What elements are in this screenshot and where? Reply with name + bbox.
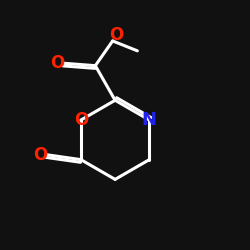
- Text: N: N: [142, 111, 157, 129]
- Text: O: O: [33, 146, 47, 164]
- Text: O: O: [109, 26, 124, 44]
- Text: O: O: [50, 54, 64, 72]
- Text: O: O: [74, 111, 88, 129]
